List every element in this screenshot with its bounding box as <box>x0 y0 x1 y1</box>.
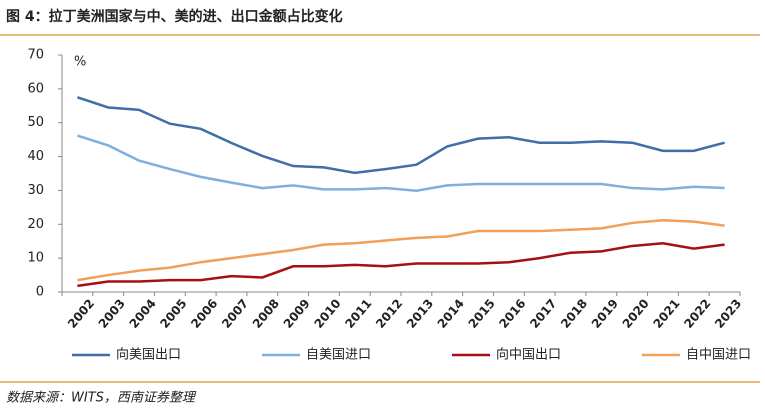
y-tick-label: 70 <box>27 48 44 63</box>
x-tick-label: 2023 <box>712 296 744 331</box>
series-line <box>77 96 725 175</box>
x-tick-label: 2011 <box>342 296 374 331</box>
y-axis-label: % <box>74 55 86 70</box>
y-tick-label: 50 <box>27 115 44 130</box>
legend-label: 向中国出口 <box>496 347 561 363</box>
x-tick-label: 2013 <box>404 296 436 331</box>
series-line <box>77 218 725 282</box>
series-line <box>77 134 725 193</box>
x-tick-label: 2020 <box>620 296 652 331</box>
x-tick-label: 2005 <box>157 296 189 331</box>
x-tick-label: 2010 <box>311 296 343 331</box>
y-tick-label: 60 <box>27 81 44 96</box>
x-tick-label: 2009 <box>281 296 313 331</box>
legend-label: 自美国进口 <box>306 348 371 363</box>
x-tick-label: 2018 <box>558 296 590 331</box>
x-tick-label: 2006 <box>188 296 220 331</box>
x-tick-label: 2017 <box>527 296 559 331</box>
x-tick-label: 2019 <box>589 296 621 331</box>
x-tick-label: 2022 <box>681 296 713 331</box>
x-tick-label: 2016 <box>496 296 528 331</box>
x-tick-label: 2021 <box>650 296 682 331</box>
chart-title: 图 4：拉丁美洲国家与中、美的进、出口金额占比变化 <box>6 8 343 25</box>
x-tick-label: 2004 <box>127 296 159 331</box>
y-tick-label: 10 <box>27 251 44 266</box>
y-tick-label: 30 <box>27 183 44 198</box>
legend-label: 自中国进口 <box>686 348 751 363</box>
x-tick-label: 2007 <box>219 296 251 331</box>
y-tick-label: 0 <box>36 285 44 300</box>
x-tick-label: 2015 <box>466 296 498 331</box>
x-tick-label: 2002 <box>65 296 97 331</box>
source: 数据来源：WITS，西南证券整理 <box>6 391 197 406</box>
x-tick-label: 2008 <box>250 296 282 331</box>
x-tick-label: 2012 <box>373 296 405 331</box>
legend-label: 向美国出口 <box>116 347 181 363</box>
series-line <box>77 241 725 288</box>
x-tick-label: 2003 <box>96 296 128 331</box>
y-tick-label: 20 <box>27 217 44 232</box>
y-tick-label: 40 <box>27 149 44 164</box>
x-tick-label: 2014 <box>435 296 467 331</box>
